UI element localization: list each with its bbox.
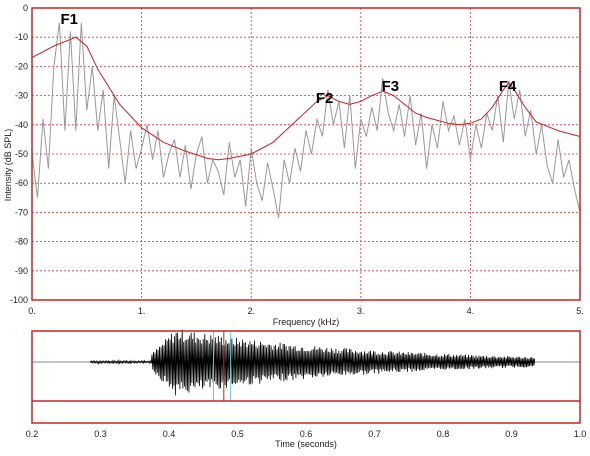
spectrum-x-tick-label: 4.	[467, 306, 475, 316]
spectrum-y-tick-label: -80	[15, 237, 28, 247]
formant-label: F3	[382, 78, 400, 95]
spectrum-y-axis-label: Intensity (dB SPL)	[3, 129, 13, 202]
spectrum-y-tick-label: -40	[15, 120, 28, 130]
waveform-panel: 0.2 0.3 0.4 0.5 0.6 0.7 0.8 0.9 1.0 Time (second…	[26, 329, 587, 449]
spectrum-x-axis-label: Frequency (kHz)	[273, 317, 340, 327]
waveform-x-tick-labels: 0.2 0.3 0.4 0.5 0.6 0.7 0.8 0.9 1.0	[26, 429, 587, 439]
waveform-plot-area	[32, 331, 580, 423]
spectrum-x-tick-label: 0.	[28, 306, 36, 316]
waveform-x-tick-label: 0.9	[505, 429, 518, 439]
spectrum-x-tick-labels: 0. 1. 2. 3. 4. 5.	[28, 306, 584, 316]
spectrum-x-tick-label: 2.	[247, 306, 255, 316]
formant-label: F4	[499, 78, 517, 95]
waveform-x-tick-label: 0.3	[94, 429, 107, 439]
spectrum-x-tick-label: 1.	[138, 306, 146, 316]
formant-envelope-line	[31, 36, 581, 161]
spectrum-y-tick-label: -10	[15, 32, 28, 42]
waveform-cursors	[213, 331, 232, 401]
formant-label: F1	[61, 11, 79, 28]
waveform-x-tick-label: 0.8	[437, 429, 450, 439]
waveform-x-tick-label: 0.6	[300, 429, 313, 439]
spectrum-x-tick-label: 5.	[576, 306, 584, 316]
spectrum-y-tick-label: -70	[15, 207, 28, 217]
waveform-x-tick-label: 0.5	[231, 429, 244, 439]
spectrum-frame	[31, 7, 581, 301]
spectrum-y-tick-label: -60	[15, 178, 28, 188]
waveform-x-tick-label: 0.2	[26, 429, 39, 439]
spectrum-y-tick-label: -20	[15, 61, 28, 71]
waveform-x-tick-label: 1.0	[574, 429, 587, 439]
waveform-frame	[31, 330, 581, 424]
waveform-x-tick-label: 0.4	[163, 429, 176, 439]
spectrum-x-tick-label: 3.	[357, 306, 365, 316]
spectrum-y-tick-label: 0	[23, 3, 28, 13]
waveform-x-axis-label: Time (seconds)	[275, 439, 337, 449]
spectrum-y-tick-label: -30	[15, 91, 28, 101]
formant-labels: F1 F2 F3 F4	[61, 11, 518, 107]
waveform-signal	[89, 329, 536, 396]
spectrum-y-tick-labels: 0 -10 -20 -30 -40 -50 -60 -70 -80 -90 -100	[10, 3, 28, 305]
spectrum-y-tick-label: -50	[15, 149, 28, 159]
spectrum-y-tick-label: -90	[15, 266, 28, 276]
waveform-x-tick-label: 0.7	[368, 429, 381, 439]
formant-label: F2	[316, 90, 334, 107]
spectrum-line	[31, 22, 581, 219]
spectrum-y-tick-label: -100	[10, 295, 28, 305]
spectrum-panel: 0 -10 -20 -30 -40 -50 -60 -70 -80 -90 -100 0. 1. 2. 3…	[3, 3, 584, 327]
